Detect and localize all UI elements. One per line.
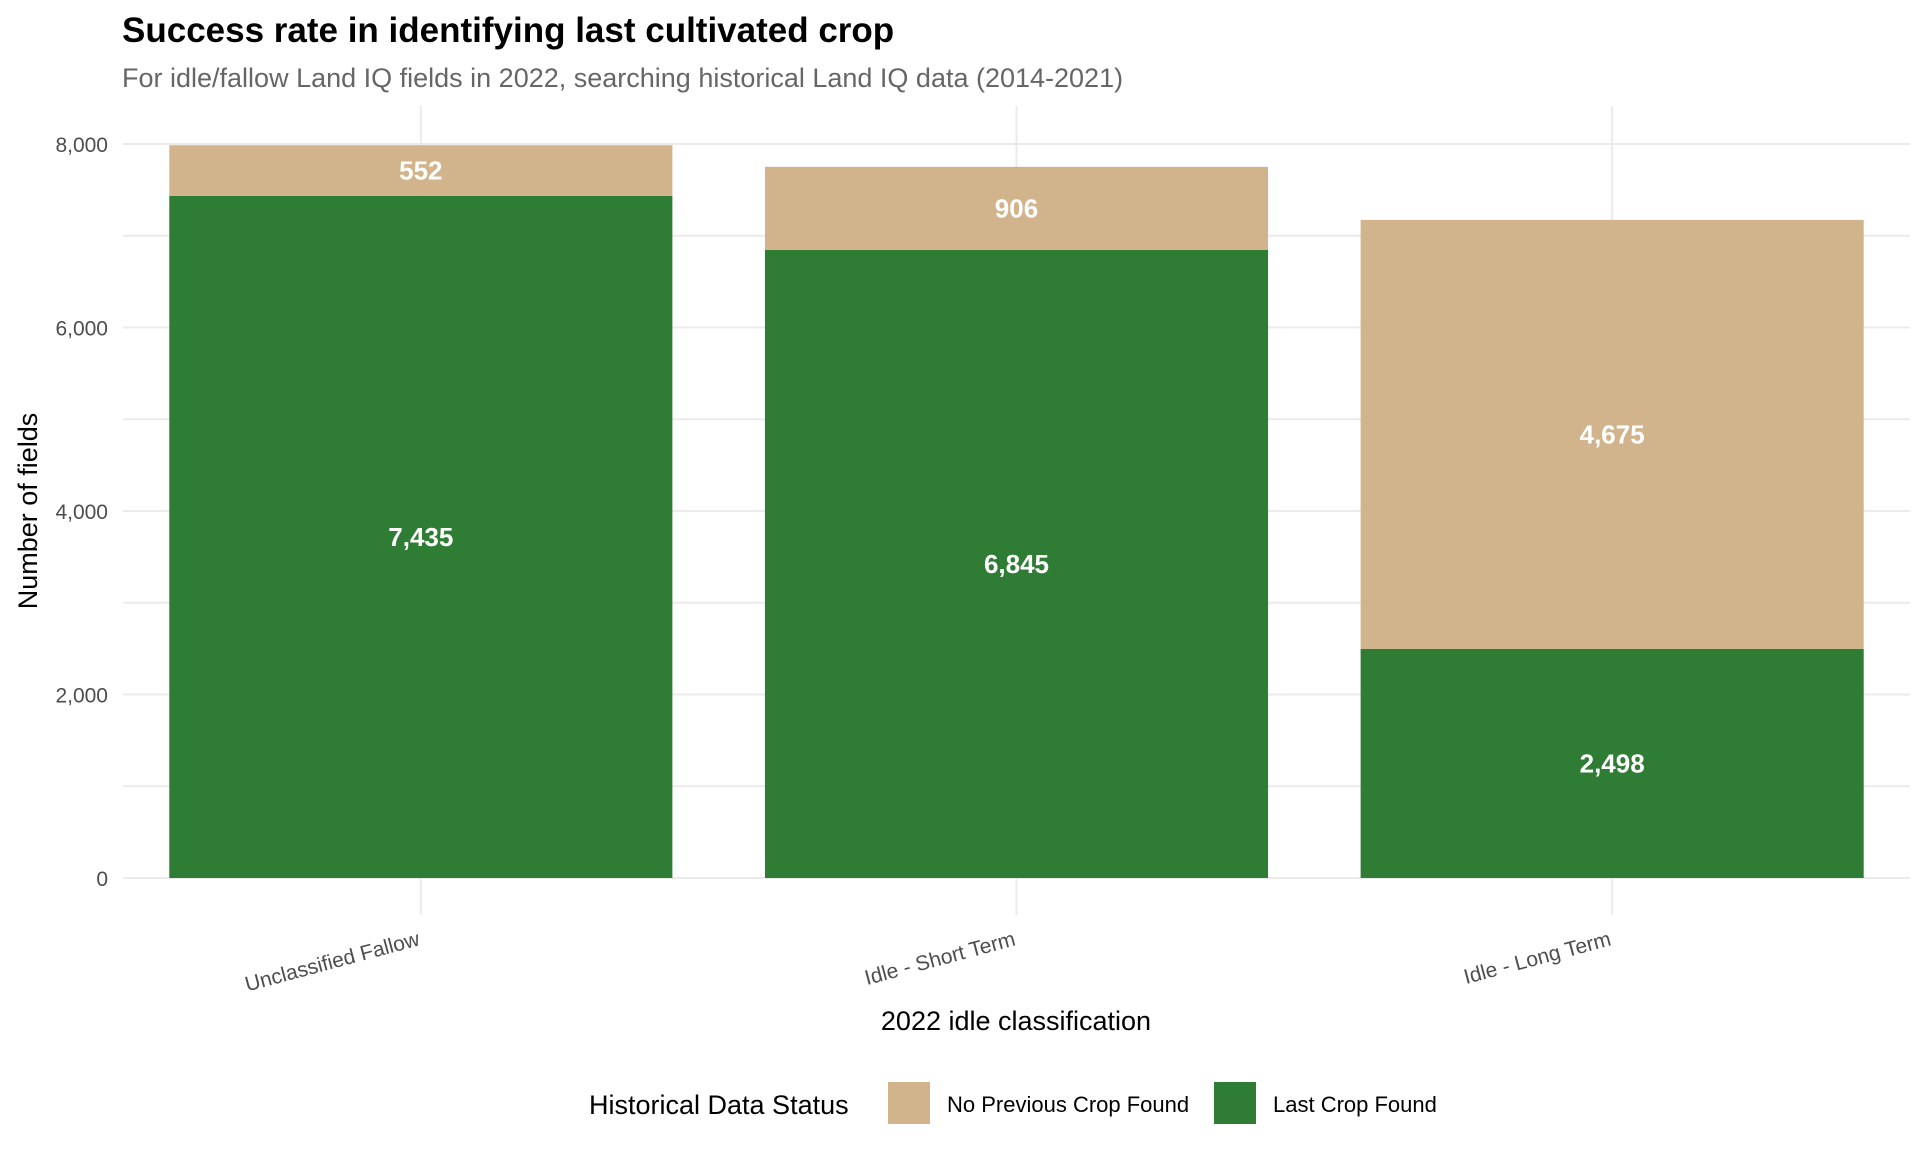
legend: Historical Data Status No Previous Crop …: [589, 1082, 1437, 1124]
bar-segment: [764, 249, 1269, 878]
bar-value-label: 2,498: [1580, 748, 1645, 778]
y-tick-label: 8,000: [55, 134, 108, 157]
legend-label: No Previous Crop Found: [947, 1092, 1189, 1117]
bar-value-label: 552: [399, 156, 442, 186]
x-axis-title: 2022 idle classification: [881, 1006, 1151, 1036]
bar-segment: [169, 195, 673, 878]
bar-value-label: 6,845: [984, 549, 1049, 579]
y-tick-label: 4,000: [55, 501, 108, 524]
x-tick-label: Idle - Short Term: [862, 928, 1018, 990]
legend-title: Historical Data Status: [589, 1090, 849, 1120]
y-tick-label: 2,000: [55, 685, 108, 708]
y-tick-label: 6,000: [55, 318, 108, 341]
x-tick-label: Idle - Long Term: [1461, 928, 1613, 989]
chart-subtitle: For idle/fallow Land IQ fields in 2022, …: [122, 63, 1123, 93]
bar-segment: [764, 166, 1269, 250]
bar-value-label: 906: [995, 193, 1038, 223]
bar-labels: 7,435 552 6,845 906 2,498 4,675: [388, 156, 1644, 779]
y-axis-title: Number of fields: [13, 413, 43, 610]
y-tick-label: 0: [96, 868, 108, 891]
chart-title: Success rate in identifying last cultiva…: [122, 11, 894, 50]
x-axis-ticks: Unclassified Fallow Idle - Short Term Idle…: [243, 927, 1614, 996]
bar-value-label: 7,435: [388, 522, 453, 552]
bar-value-label: 4,675: [1580, 419, 1645, 449]
y-axis-ticks: 0 2,000 4,000 6,000 8,000: [55, 134, 108, 891]
bars: [169, 145, 1864, 878]
bar-segment: [1360, 648, 1864, 878]
legend-key: [1214, 1082, 1256, 1124]
bar-segment: [169, 145, 673, 196]
legend-key: [888, 1082, 930, 1124]
legend-label: Last Crop Found: [1273, 1092, 1437, 1117]
x-tick-label: Unclassified Fallow: [243, 927, 423, 996]
bar-segment: [1360, 219, 1864, 649]
